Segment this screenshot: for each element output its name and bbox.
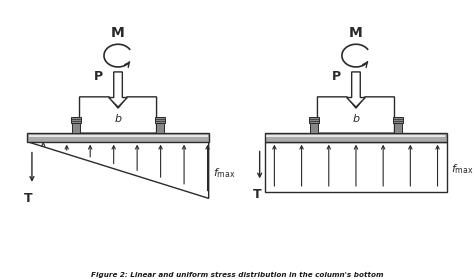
Text: M: M bbox=[349, 26, 363, 40]
Text: T: T bbox=[253, 188, 262, 201]
Text: Figure 2: Linear and uniform stress distribution in the column's bottom: Figure 2: Linear and uniform stress dist… bbox=[91, 271, 383, 278]
FancyBboxPatch shape bbox=[27, 133, 209, 142]
Bar bbox=[71, 117, 81, 123]
Polygon shape bbox=[80, 97, 156, 133]
Bar bbox=[394, 121, 401, 133]
Bar bbox=[266, 135, 446, 137]
Bar bbox=[156, 121, 164, 133]
Bar bbox=[309, 117, 319, 123]
Polygon shape bbox=[318, 97, 394, 133]
Text: b: b bbox=[115, 114, 122, 124]
Polygon shape bbox=[109, 72, 128, 107]
Text: b: b bbox=[352, 114, 359, 124]
Polygon shape bbox=[346, 72, 365, 107]
Text: P: P bbox=[332, 70, 341, 83]
Bar bbox=[73, 121, 80, 133]
Bar bbox=[393, 117, 403, 123]
Text: M: M bbox=[111, 26, 125, 40]
Text: $f_{\rm max}$: $f_{\rm max}$ bbox=[213, 166, 236, 180]
Text: P: P bbox=[94, 70, 103, 83]
Bar bbox=[28, 135, 208, 137]
Text: T: T bbox=[24, 192, 33, 205]
Text: $f_{\rm max}$: $f_{\rm max}$ bbox=[451, 162, 474, 176]
Bar bbox=[310, 121, 318, 133]
FancyBboxPatch shape bbox=[265, 133, 447, 142]
Bar bbox=[155, 117, 165, 123]
